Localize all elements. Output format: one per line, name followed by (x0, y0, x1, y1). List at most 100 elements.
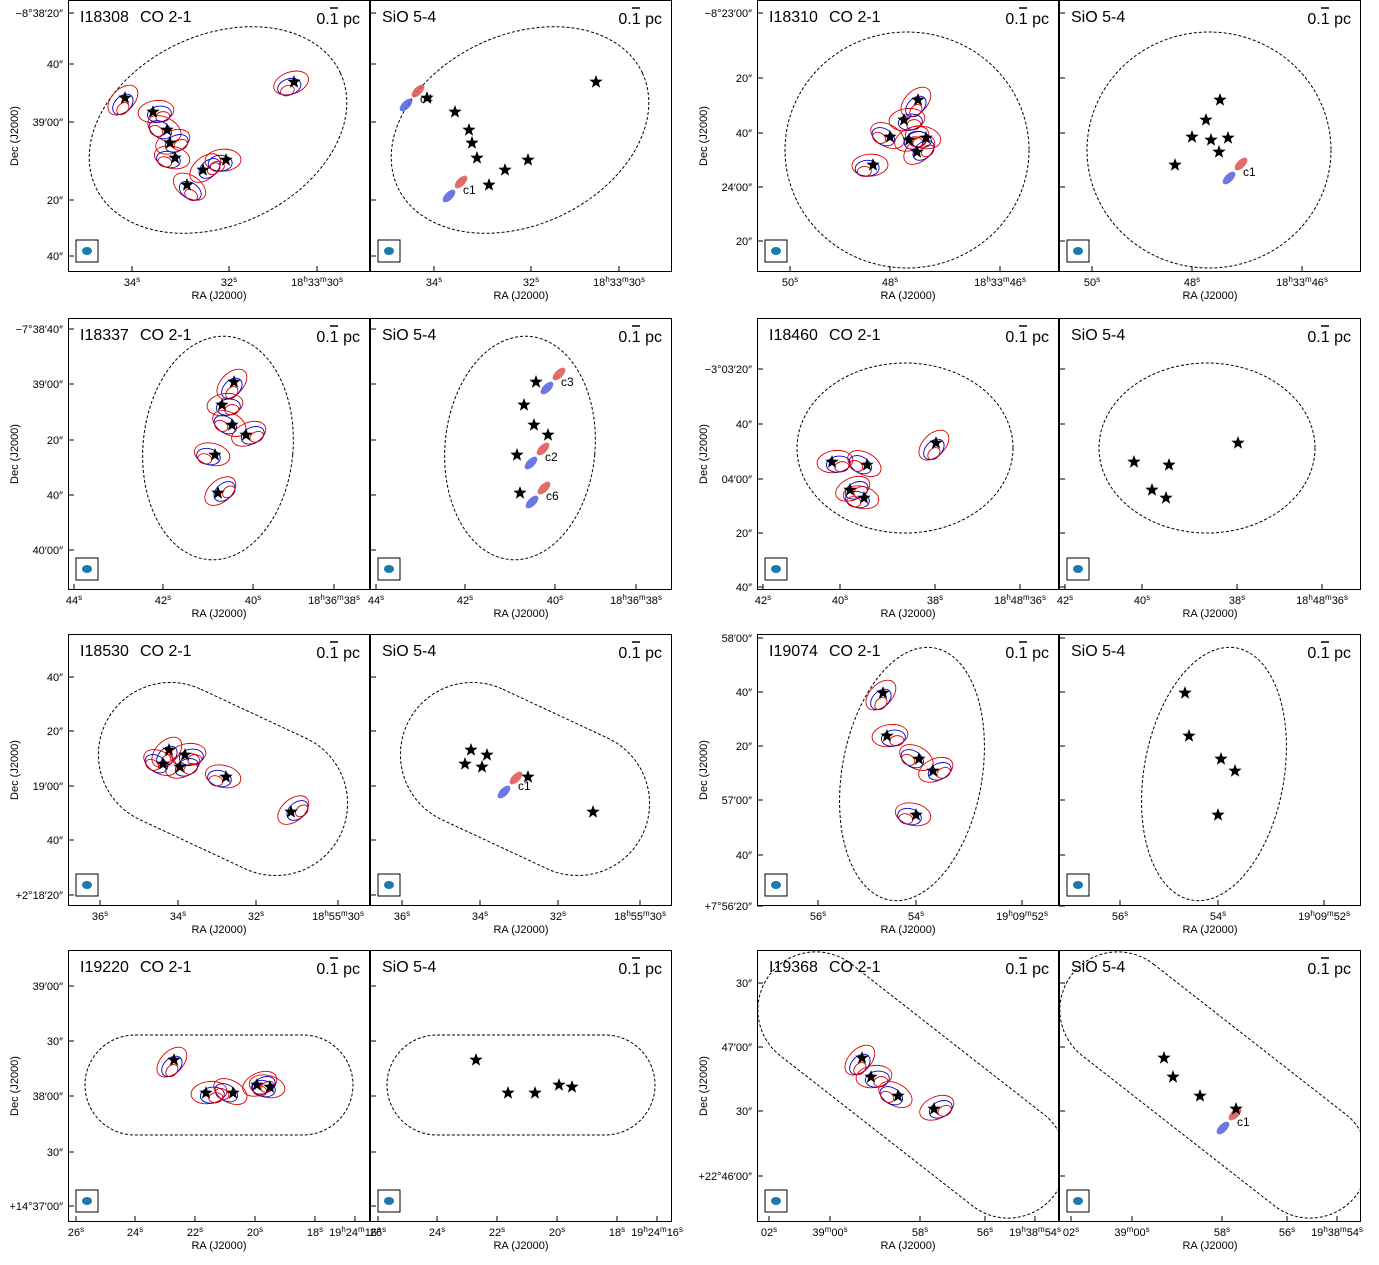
contour (856, 166, 872, 177)
star (1157, 1051, 1171, 1064)
sio-blue-lobe (524, 456, 538, 470)
core-label: c1 (463, 183, 476, 197)
ra-tick-label: 54s (1210, 909, 1226, 924)
star (250, 1078, 264, 1091)
beam-box (764, 873, 788, 897)
frame (757, 0, 1059, 272)
dec-tick-label: 40″ (736, 128, 752, 140)
star (162, 743, 176, 756)
star (465, 136, 479, 149)
ra-tick-label: 54s (908, 909, 924, 924)
ra-tick-label: 38s (1229, 593, 1245, 608)
ra-tick-label: 20s (247, 1225, 263, 1240)
star (1221, 131, 1235, 144)
star (163, 136, 177, 149)
star (469, 1053, 483, 1066)
sio-blue-lobe (540, 381, 554, 395)
star (1182, 729, 1196, 742)
source-name: I19074 (769, 643, 818, 660)
co-panel (68, 950, 370, 1222)
dec-tick-label: 30″ (47, 1036, 63, 1048)
dec-tick-label: 30″ (736, 1106, 752, 1118)
star (118, 91, 132, 104)
beam-outline (444, 335, 596, 561)
y-axis-label: Dec (J2000) (698, 424, 710, 484)
contour (222, 485, 236, 499)
dec-tick-label: 20″ (47, 435, 63, 447)
ra-tick-label: 18s (609, 1225, 625, 1240)
sio-panel (1059, 634, 1361, 906)
ra-tick-label: 40s (1134, 593, 1150, 608)
scale-label: 0.1 pc (1005, 961, 1049, 978)
contour (872, 131, 887, 144)
beam-box (377, 1189, 401, 1213)
line-label: CO 2-1 (829, 327, 881, 344)
star (919, 131, 933, 144)
contour (834, 461, 850, 473)
sio-blue-lobe (497, 785, 511, 799)
contour (208, 775, 224, 787)
beam-box (75, 873, 99, 897)
star (880, 729, 894, 742)
star (160, 123, 174, 136)
star (1229, 1102, 1243, 1115)
ra-tick-label: 36s (394, 909, 410, 924)
dec-tick-label: 40″ (47, 672, 63, 684)
beam-outline (386, 1034, 656, 1136)
dec-tick-label: 40″ (736, 850, 752, 862)
y-axis-label: Dec (J2000) (9, 106, 21, 166)
beam (771, 247, 781, 255)
ra-tick-label: 19h09m52s (996, 909, 1048, 924)
star (284, 805, 298, 818)
contour (252, 1085, 268, 1097)
contour (149, 124, 164, 137)
contour (214, 419, 229, 432)
star (528, 1086, 542, 1099)
frame (1059, 634, 1361, 906)
dec-tick-label: 04′00″ (722, 474, 753, 486)
scale-label: 0.1 pc (1307, 645, 1351, 662)
ra-tick-label: 26s (370, 1225, 386, 1240)
ra-tick-label: 34s (426, 275, 442, 290)
scale-label: 0.1 pc (316, 645, 360, 662)
beam (1073, 247, 1083, 255)
ra-tick-label: 24s (127, 1225, 143, 1240)
ra-tick-label: 20s (549, 1225, 565, 1240)
star (448, 105, 462, 118)
x-axis-label: RA (J2000) (493, 924, 548, 936)
line-label: CO 2-1 (140, 959, 192, 976)
x-axis-label: RA (J2000) (880, 1240, 935, 1252)
beam-outline (1086, 31, 1332, 269)
star (589, 75, 603, 88)
line-label: CO 2-1 (140, 327, 192, 344)
star (196, 163, 210, 176)
star (458, 757, 472, 770)
contour (116, 102, 130, 116)
dec-tick-label: 20″ (47, 195, 63, 207)
dec-tick-label: 40″ (736, 419, 752, 431)
star (1211, 808, 1225, 821)
ra-tick-label: 18h55m30s (312, 909, 364, 924)
contour (155, 111, 171, 123)
star (521, 770, 535, 783)
star (527, 418, 541, 431)
star (883, 130, 897, 143)
scale-label: 0.1 pc (316, 329, 360, 346)
frame (1059, 950, 1361, 1222)
star (1185, 130, 1199, 143)
contour (889, 735, 905, 747)
contour (849, 459, 864, 472)
x-axis-label: RA (J2000) (493, 1240, 548, 1252)
ra-tick-label: 32s (221, 275, 237, 290)
star (1127, 455, 1141, 468)
contour (901, 753, 916, 766)
dec-tick-label: −8°38′20″ (16, 8, 63, 20)
star (1166, 1070, 1180, 1083)
line-label: SiO 5-4 (1071, 9, 1125, 26)
contour (898, 813, 914, 825)
co-panel (68, 318, 370, 590)
scale-label: 0.1 pc (1307, 961, 1351, 978)
ra-tick-label: 32s (550, 909, 566, 924)
frame (757, 318, 1059, 590)
